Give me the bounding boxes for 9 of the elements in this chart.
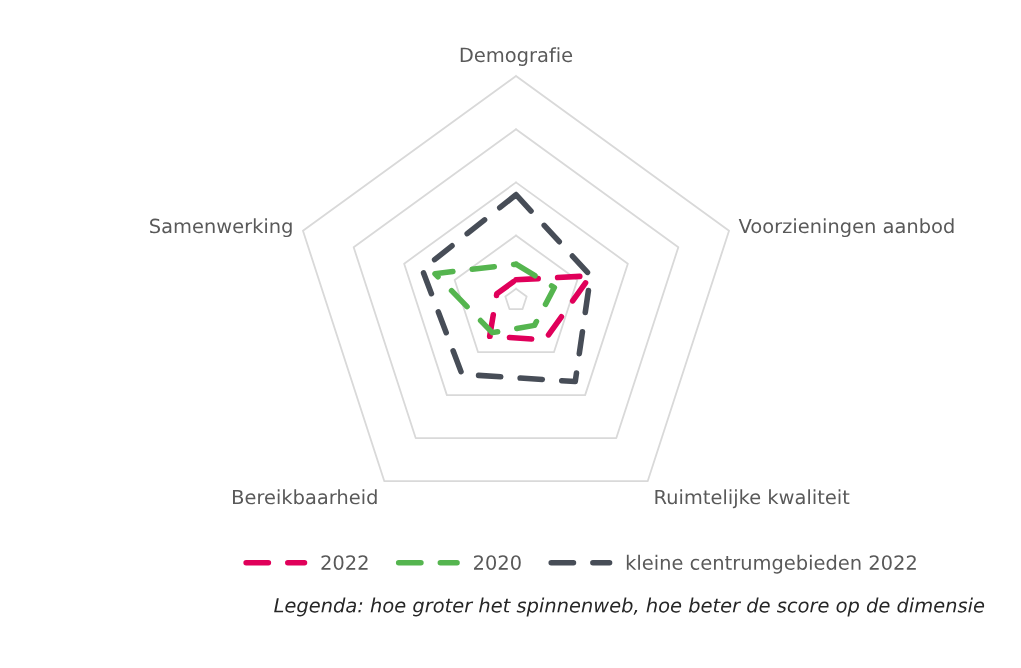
- legend-label: kleine centrumgebieden 2022: [626, 554, 916, 574]
- legend-label: 2022: [321, 555, 368, 570]
- spoke-label: Bereikbaarheid: [233, 489, 377, 505]
- text: Legenda: hoe groter het spinnenweb, hoe beter de score op de dimensie: [274, 597, 985, 617]
- spoke-label: Voorzieningen aanbod: [738, 218, 954, 238]
- spoke-label: Demografie: [460, 47, 573, 66]
- legend-label: 2020: [474, 555, 521, 570]
- spoke-label: Ruimtelijke kwaliteit: [655, 489, 850, 509]
- spoke-label: Samenwerking: [150, 218, 292, 238]
